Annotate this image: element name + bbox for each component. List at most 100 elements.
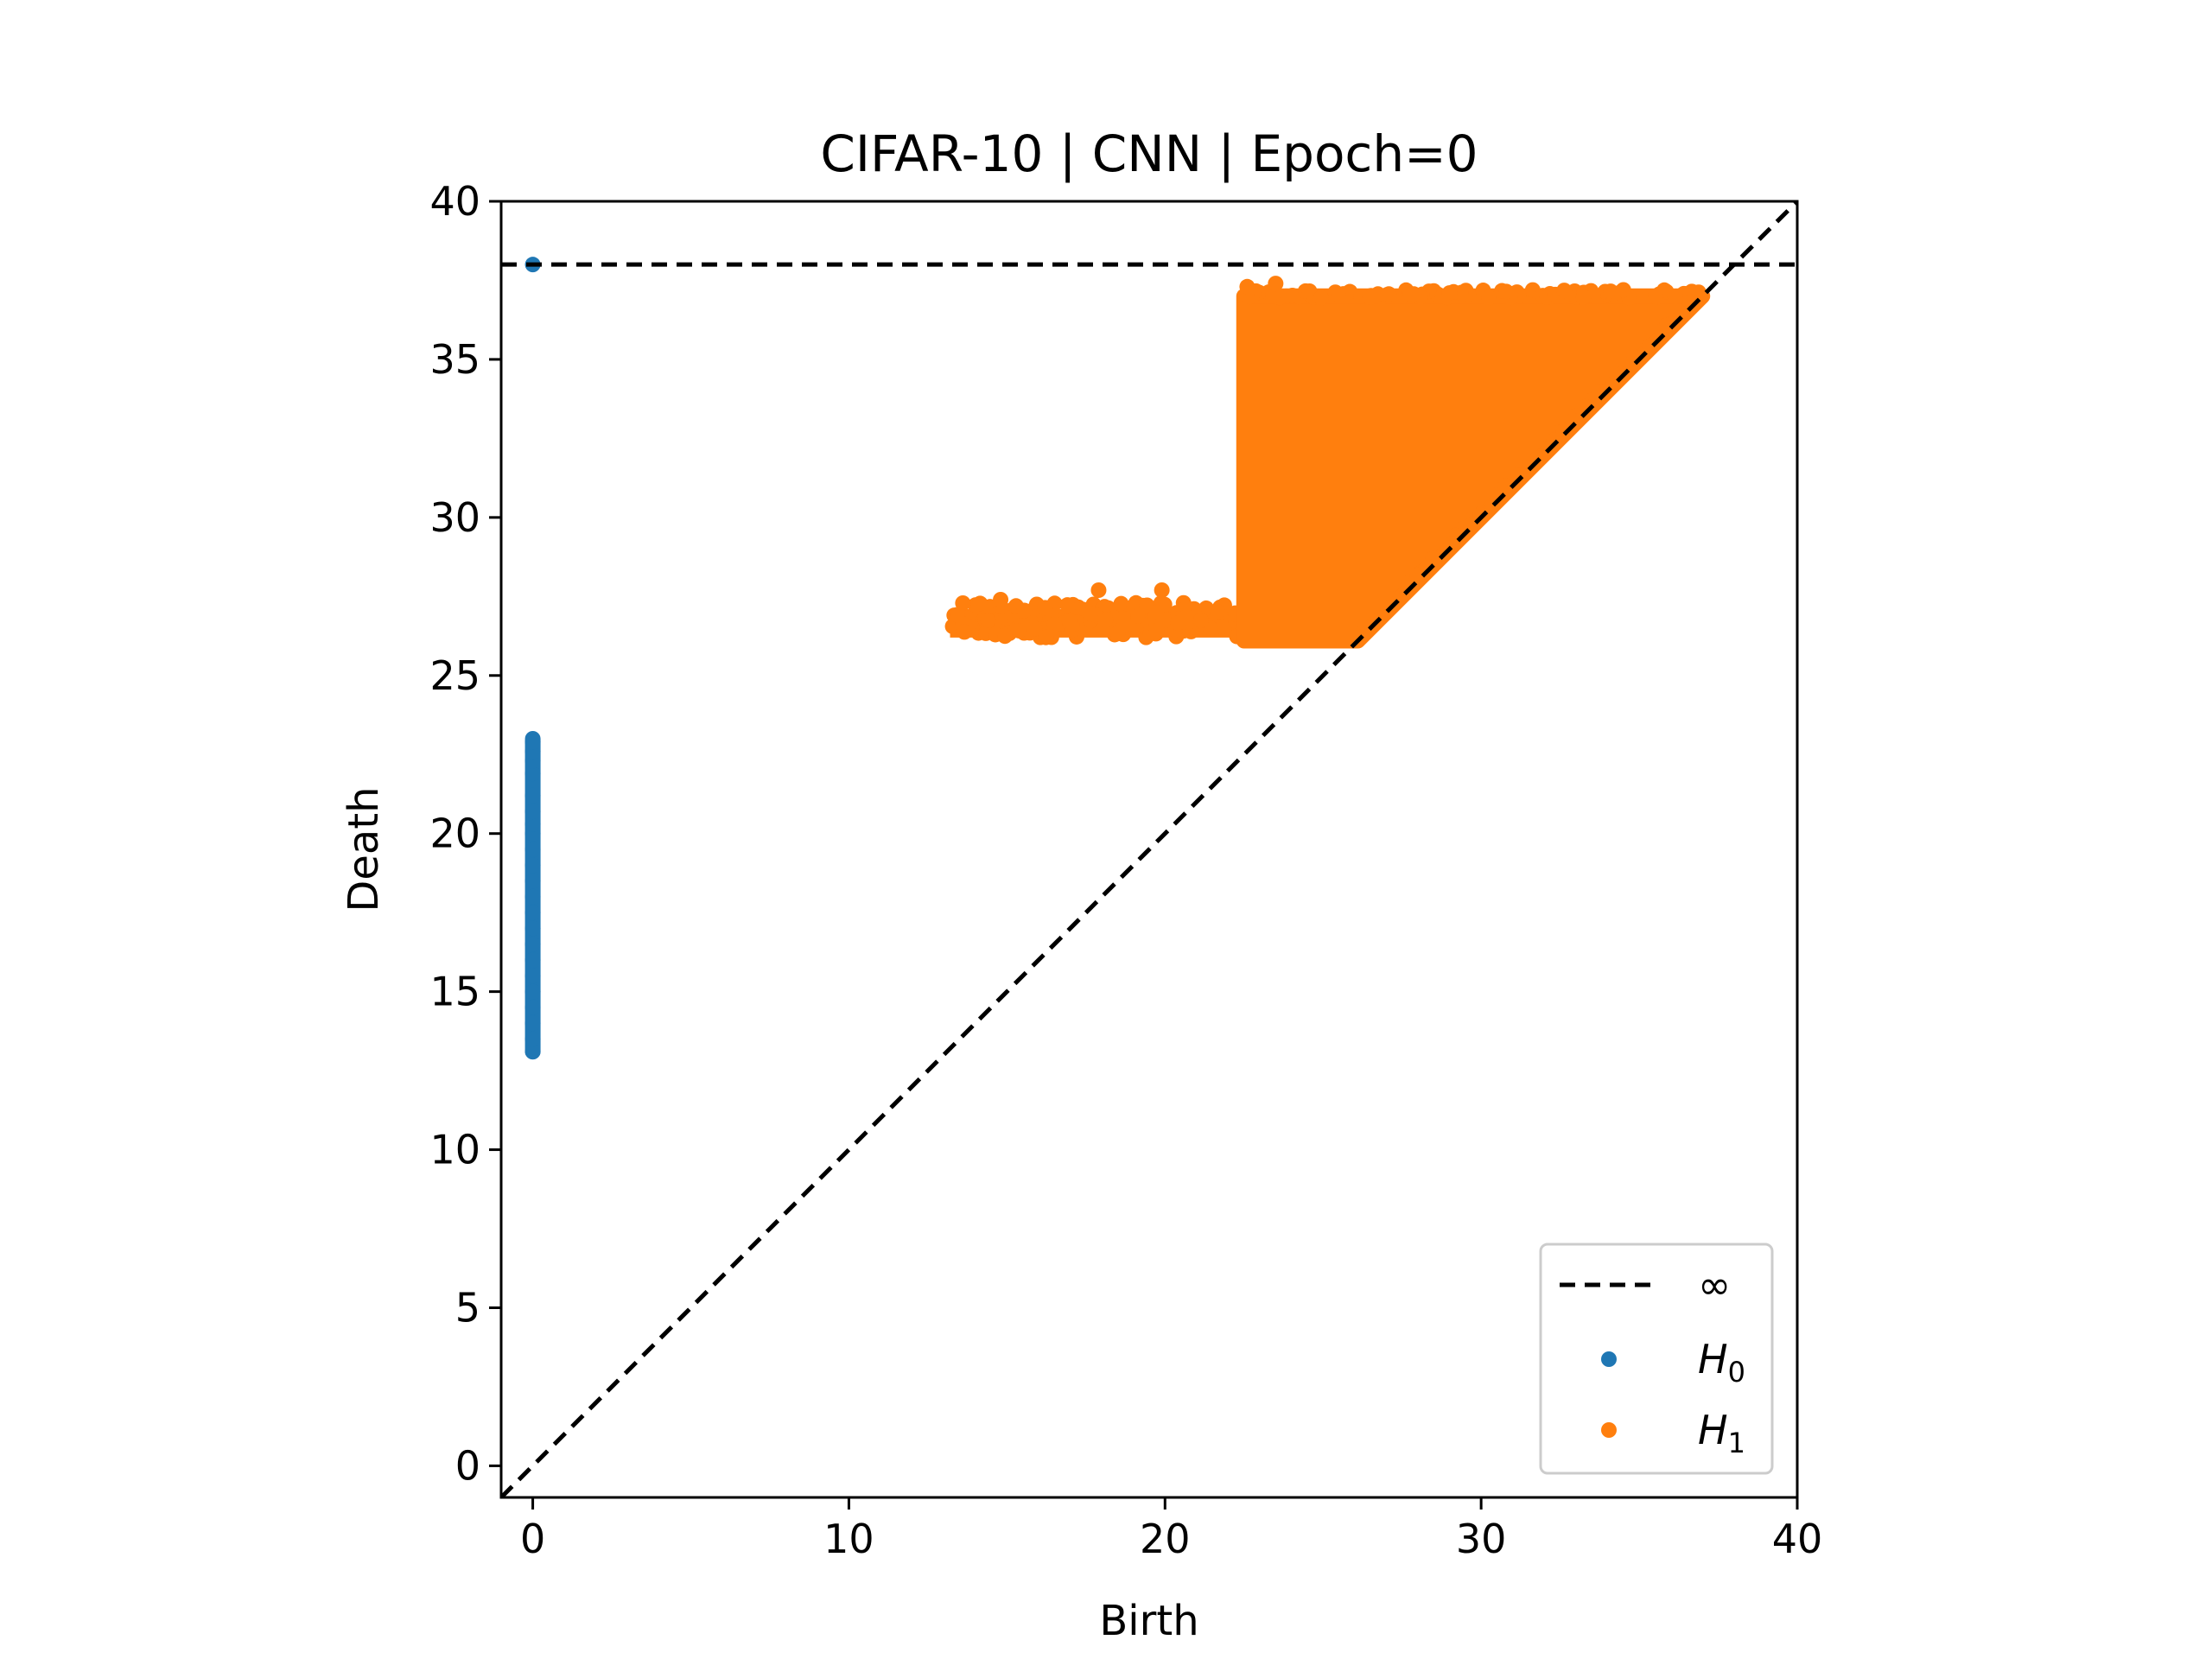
y-tick-label: 20 (429, 810, 480, 857)
h1-point (1556, 283, 1573, 299)
h1-point (1214, 619, 1230, 635)
h0-points (524, 257, 541, 1060)
h1-point-cloud (1236, 288, 1711, 649)
h0-point (524, 787, 541, 804)
x-tick-label: 20 (1140, 1516, 1191, 1562)
h1-point (1027, 620, 1043, 637)
h0-point (524, 888, 541, 905)
legend-h1-marker (1601, 1422, 1617, 1438)
h0-point (524, 936, 541, 952)
h1-point (1011, 622, 1027, 639)
h0-point (524, 905, 541, 921)
h1-point (1472, 507, 1489, 524)
legend-h0-label: H0 (1698, 1336, 1745, 1389)
h1-point (1497, 478, 1514, 494)
legend-h1-sub: 1 (1728, 1427, 1745, 1459)
h1-point (1667, 289, 1683, 305)
x-tick-label: 10 (823, 1516, 874, 1562)
h0-point (524, 857, 541, 874)
h1-point (1353, 626, 1370, 642)
h1-point (1061, 613, 1077, 629)
h1-point (1555, 423, 1572, 440)
h1-point (1148, 622, 1165, 639)
legend-h0-base: H (1698, 1336, 1728, 1382)
h0-point (524, 920, 541, 937)
h1-point (1178, 609, 1194, 626)
h1-point (1615, 282, 1631, 298)
h1-point (1313, 289, 1329, 306)
h0-point (524, 952, 541, 969)
h1-point (950, 607, 966, 623)
y-axis: 0 5 10 15 20 25 30 35 40 (429, 178, 501, 1489)
h0-point (524, 842, 541, 857)
legend: ∞ H0 H1 (1539, 1243, 1774, 1475)
h1-point (972, 595, 988, 612)
h0-point (524, 804, 541, 820)
h0-point (524, 816, 541, 832)
h1-point (1575, 289, 1592, 305)
h1-point (1375, 601, 1391, 617)
h1-point (1265, 288, 1281, 304)
h1-point (993, 591, 1009, 607)
y-tick-label: 25 (429, 652, 480, 699)
y-axis-label: Death (340, 786, 388, 912)
h1-point (1690, 284, 1707, 301)
h1-point (1409, 567, 1426, 583)
h1-point (1090, 582, 1107, 598)
h0-point (524, 1015, 541, 1032)
h0-point (524, 983, 541, 1000)
h1-point (1115, 610, 1131, 626)
h1-point (1046, 616, 1063, 632)
h1-point (1239, 278, 1255, 295)
y-tick-label: 10 (429, 1127, 480, 1173)
h0-point (524, 1044, 541, 1060)
h1-point (1659, 317, 1675, 334)
h1-point (1406, 286, 1422, 302)
h0-point (524, 766, 541, 782)
x-tick-label: 0 (520, 1516, 545, 1562)
h1-point (1097, 612, 1114, 628)
h1-point (1480, 289, 1497, 306)
x-axis-label: Birth (1099, 1597, 1198, 1645)
h1-point (1109, 626, 1126, 642)
y-tick-label: 5 (455, 1284, 480, 1331)
y-tick-label: 35 (429, 336, 480, 383)
h1-point (1362, 289, 1378, 305)
h1-point (1510, 467, 1527, 483)
h1-point (957, 624, 973, 640)
h1-point (1148, 604, 1165, 620)
plot-area (501, 201, 1797, 1497)
h1-point (1038, 629, 1054, 645)
h1-points (944, 276, 1711, 649)
y-tick-label: 40 (429, 178, 480, 225)
h0-point (524, 734, 541, 750)
legend-infinity-label: ∞ (1698, 1262, 1731, 1308)
h1-point (1648, 288, 1664, 304)
h1-point (1154, 582, 1170, 598)
h1-point (1420, 558, 1436, 575)
h1-point (1612, 366, 1629, 383)
h0-point (524, 999, 541, 1015)
h1-point (1301, 283, 1318, 299)
h1-point (1268, 276, 1284, 292)
h1-point (1566, 413, 1582, 429)
h0-point (524, 1031, 541, 1047)
h1-point (1602, 283, 1618, 300)
y-tick-label: 30 (429, 494, 480, 541)
h1-point (1192, 612, 1209, 628)
h1-point (955, 594, 971, 611)
h1-point (1037, 600, 1053, 616)
y-tick-label: 15 (429, 969, 480, 1015)
h1-point (997, 628, 1014, 645)
legend-h0-marker (1601, 1351, 1617, 1367)
h1-point (1441, 285, 1458, 302)
h1-point (1498, 283, 1515, 300)
h1-point (1381, 286, 1397, 302)
h1-point (1113, 595, 1129, 612)
legend-h1-base: H (1698, 1407, 1728, 1453)
chart-title: CIFAR-10 | CNN | Epoch=0 (820, 124, 1478, 183)
axes-frame (499, 200, 1799, 1499)
h1-point (1016, 602, 1033, 619)
y-tick-label: 0 (455, 1442, 480, 1489)
